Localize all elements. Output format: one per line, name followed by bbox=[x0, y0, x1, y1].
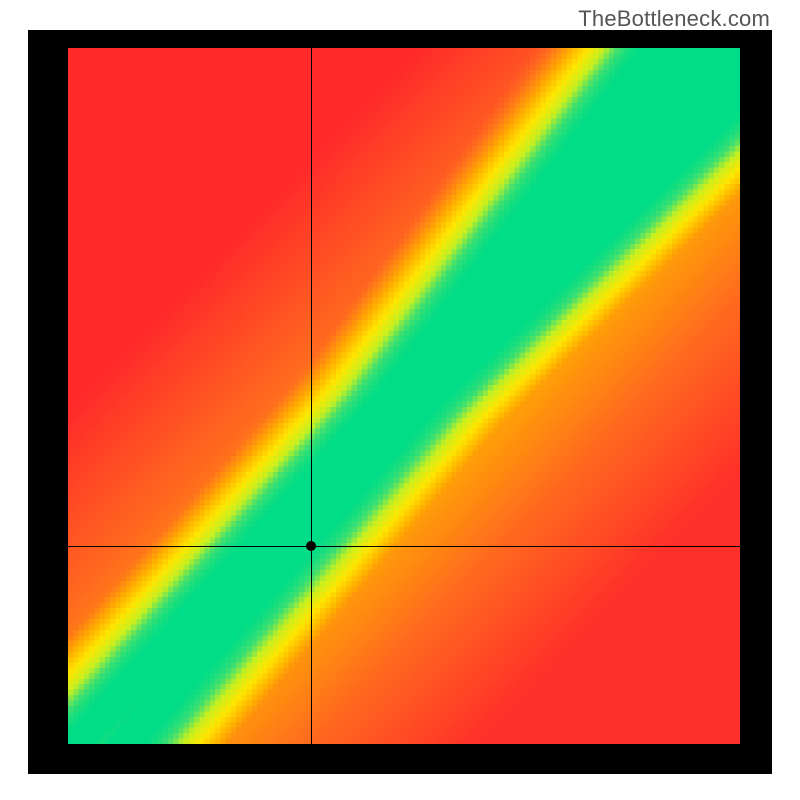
crosshair-horizontal-line bbox=[68, 546, 740, 547]
heatmap-canvas bbox=[68, 48, 740, 744]
watermark-text: TheBottleneck.com bbox=[578, 6, 770, 32]
crosshair-vertical-line bbox=[311, 48, 312, 744]
heatmap-plot-area bbox=[68, 48, 740, 744]
